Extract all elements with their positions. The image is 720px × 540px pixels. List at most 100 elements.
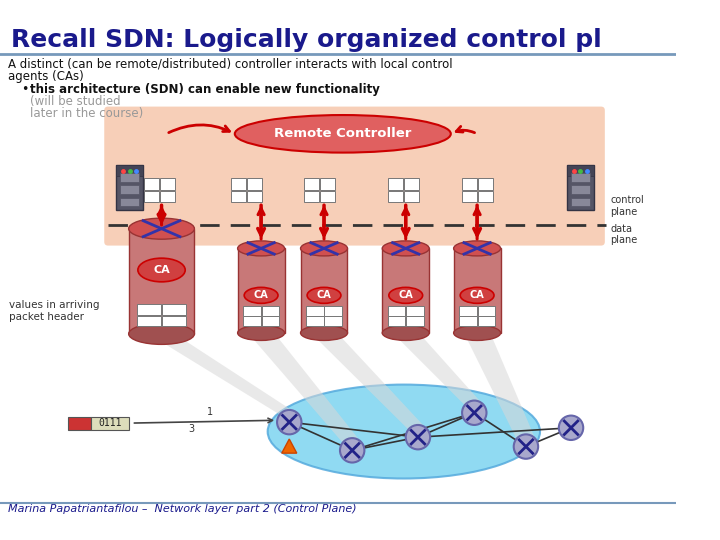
Text: values in arriving
packet header: values in arriving packet header xyxy=(9,300,100,322)
Text: CA: CA xyxy=(398,291,413,300)
Bar xyxy=(567,165,593,210)
Bar xyxy=(567,165,593,176)
Ellipse shape xyxy=(238,326,284,340)
Text: •: • xyxy=(21,83,28,96)
Bar xyxy=(571,198,590,206)
Ellipse shape xyxy=(307,287,341,303)
Ellipse shape xyxy=(129,218,194,239)
Bar xyxy=(320,178,335,190)
Text: Remote Controller: Remote Controller xyxy=(274,127,412,140)
Bar xyxy=(300,248,348,333)
Text: (will be studied: (will be studied xyxy=(30,96,121,109)
Bar xyxy=(405,178,419,190)
Ellipse shape xyxy=(300,241,348,256)
Bar xyxy=(477,316,495,326)
Bar xyxy=(325,306,342,315)
Text: this architecture (SDN) can enable new functionality: this architecture (SDN) can enable new f… xyxy=(30,83,380,96)
Bar xyxy=(571,173,590,182)
Bar xyxy=(230,191,246,202)
Bar xyxy=(325,316,342,326)
Bar xyxy=(454,248,500,333)
Bar xyxy=(91,416,129,430)
Polygon shape xyxy=(148,334,299,415)
Bar xyxy=(144,191,159,202)
Bar xyxy=(382,248,429,333)
Bar xyxy=(388,316,405,326)
Ellipse shape xyxy=(268,384,540,478)
Bar xyxy=(160,191,175,202)
Bar xyxy=(68,416,91,430)
Ellipse shape xyxy=(235,115,451,153)
Bar xyxy=(406,316,423,326)
Bar xyxy=(459,306,477,315)
Bar xyxy=(246,178,261,190)
Bar xyxy=(320,191,335,202)
Polygon shape xyxy=(311,333,428,430)
Bar xyxy=(304,191,319,202)
Bar xyxy=(243,306,261,315)
Circle shape xyxy=(277,410,302,434)
Circle shape xyxy=(462,401,487,425)
Ellipse shape xyxy=(138,258,185,282)
Bar xyxy=(388,178,403,190)
Bar xyxy=(388,191,403,202)
Ellipse shape xyxy=(129,323,194,345)
Bar xyxy=(261,316,279,326)
Ellipse shape xyxy=(382,326,429,340)
Circle shape xyxy=(340,438,364,463)
Text: control
plane: control plane xyxy=(611,195,644,217)
Polygon shape xyxy=(282,439,297,453)
Bar xyxy=(120,185,139,194)
Text: data
plane: data plane xyxy=(611,224,638,245)
Text: CA: CA xyxy=(469,291,485,300)
Circle shape xyxy=(514,434,538,459)
Circle shape xyxy=(559,416,583,440)
Bar xyxy=(477,306,495,315)
Ellipse shape xyxy=(460,287,494,303)
Bar xyxy=(571,185,590,194)
Polygon shape xyxy=(392,333,484,405)
Bar xyxy=(120,173,139,182)
Bar xyxy=(138,315,161,326)
Bar xyxy=(129,228,194,334)
Text: CA: CA xyxy=(253,291,269,300)
Bar xyxy=(238,248,284,333)
Polygon shape xyxy=(248,333,361,443)
Bar xyxy=(117,165,143,176)
Text: Recall SDN: Logically organized control pl: Recall SDN: Logically organized control … xyxy=(12,28,602,52)
Text: agents (CAs): agents (CAs) xyxy=(7,70,84,83)
Bar xyxy=(477,178,492,190)
Ellipse shape xyxy=(454,241,500,256)
Ellipse shape xyxy=(382,241,429,256)
Bar xyxy=(246,191,261,202)
Bar xyxy=(405,191,419,202)
Ellipse shape xyxy=(238,241,284,256)
Bar xyxy=(120,198,139,206)
Bar xyxy=(162,315,186,326)
Bar xyxy=(477,191,492,202)
Text: 1: 1 xyxy=(207,407,212,417)
Text: A distinct (can be remote/distributed) controller interacts with local control: A distinct (can be remote/distributed) c… xyxy=(7,58,452,71)
Ellipse shape xyxy=(300,326,348,340)
Bar xyxy=(243,316,261,326)
Text: later in the course): later in the course) xyxy=(30,106,143,119)
Text: 0111: 0111 xyxy=(98,418,122,428)
Bar xyxy=(144,178,159,190)
Ellipse shape xyxy=(244,287,278,303)
Bar xyxy=(304,178,319,190)
Bar xyxy=(306,316,323,326)
Bar xyxy=(388,306,405,315)
Bar xyxy=(459,316,477,326)
FancyBboxPatch shape xyxy=(104,106,605,246)
Text: Marina Papatriantafilou –  Network layer part 2 (Control Plane): Marina Papatriantafilou – Network layer … xyxy=(7,504,356,514)
Bar xyxy=(406,306,423,315)
Bar xyxy=(462,178,477,190)
Bar xyxy=(230,178,246,190)
Ellipse shape xyxy=(454,326,500,340)
Bar xyxy=(162,304,186,315)
Bar xyxy=(160,178,175,190)
Text: 3: 3 xyxy=(188,424,194,435)
Polygon shape xyxy=(464,333,536,439)
Circle shape xyxy=(406,425,430,449)
Text: CA: CA xyxy=(153,265,170,275)
